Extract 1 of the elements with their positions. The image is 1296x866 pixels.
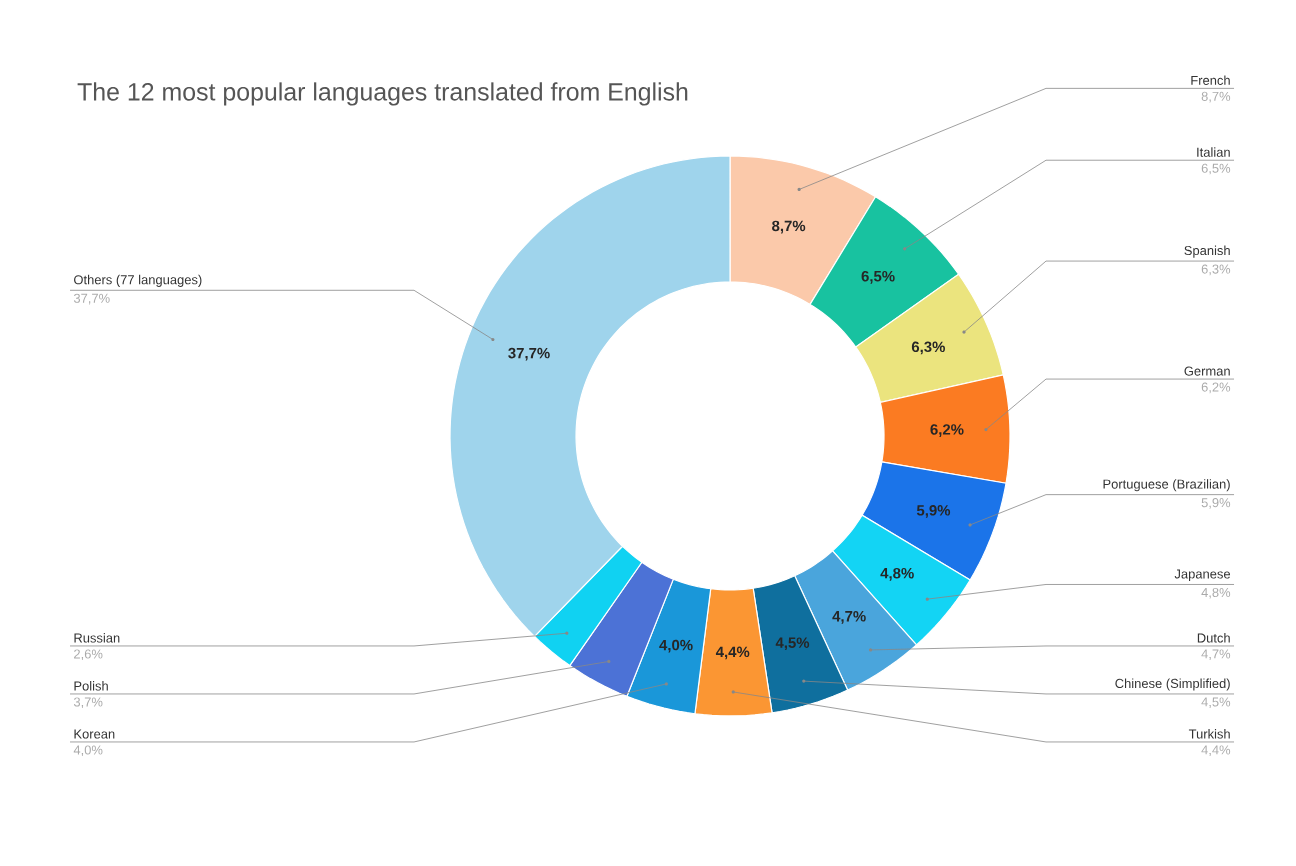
chart-title: The 12 most popular languages translated from English [77,82,688,106]
